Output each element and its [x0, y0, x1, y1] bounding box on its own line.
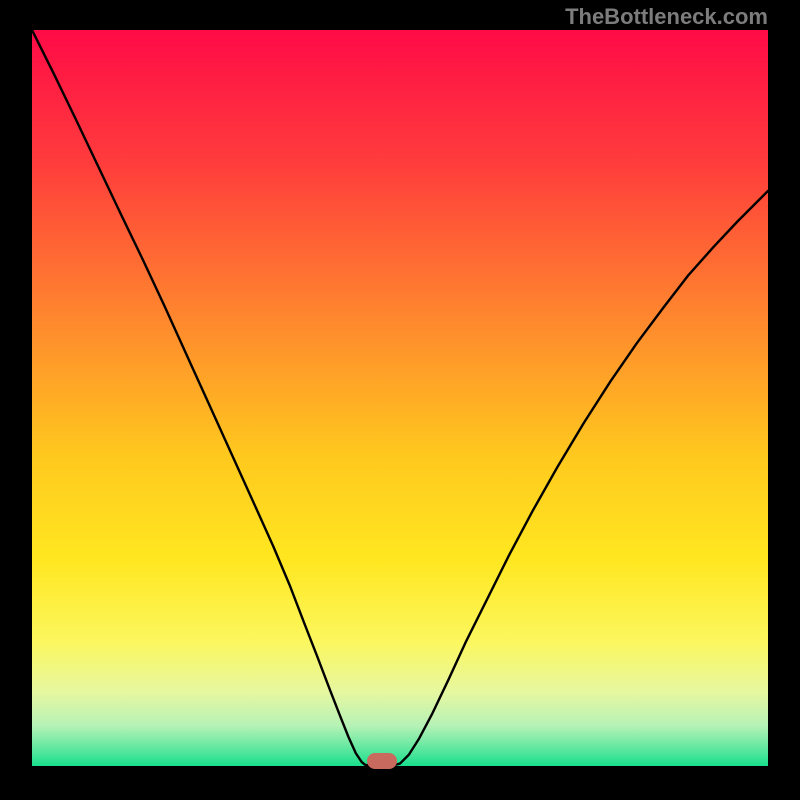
optimal-point-marker [367, 753, 397, 769]
chart-frame: TheBottleneck.com [0, 0, 800, 800]
plot-area [32, 30, 768, 768]
bottleneck-curve [32, 30, 768, 768]
watermark-text: TheBottleneck.com [565, 4, 768, 30]
